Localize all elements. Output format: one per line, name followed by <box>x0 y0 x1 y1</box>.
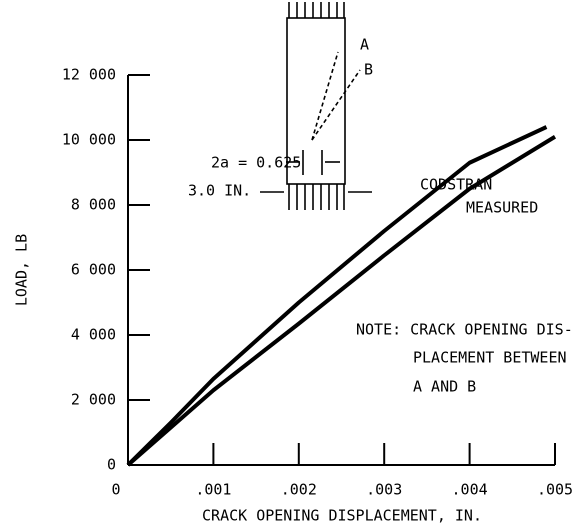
inset-diagram <box>260 2 372 210</box>
note: PLACEMENT BETWEEN <box>413 349 567 367</box>
x-tick-label: .004 <box>452 481 488 499</box>
note: NOTE: CRACK OPENING DIS- <box>356 321 573 339</box>
x-tick-label: .002 <box>281 481 317 499</box>
y-tick-label: 0 <box>107 456 116 474</box>
y-tick-label: 2 000 <box>71 391 116 409</box>
inset-label: 3.0 IN. <box>188 182 251 200</box>
y-tick-label: 4 000 <box>71 326 116 344</box>
x-tick-label: 0 <box>111 481 120 499</box>
note: A AND B <box>413 378 476 396</box>
inset-label: B <box>364 61 373 79</box>
data-line <box>126 125 548 467</box>
inset-label: 2a = 0.625 <box>211 154 301 172</box>
y-tick-label: 10 000 <box>62 131 116 149</box>
inset-label: A <box>360 36 369 54</box>
y-tick-label: 8 000 <box>71 196 116 214</box>
y-axis-label: LOAD, LB <box>13 234 31 306</box>
y-tick-label: 12 000 <box>62 66 116 84</box>
x-axis-label: CRACK OPENING DISPLACEMENT, IN. <box>202 507 482 525</box>
series-label: MEASURED <box>466 199 538 217</box>
x-tick-label: .003 <box>366 481 402 499</box>
x-tick-label: .005 <box>537 481 573 499</box>
data-line <box>126 135 557 467</box>
series-label: CODSTRAN <box>420 176 492 194</box>
x-tick-label: .001 <box>195 481 231 499</box>
y-tick-label: 6 000 <box>71 261 116 279</box>
